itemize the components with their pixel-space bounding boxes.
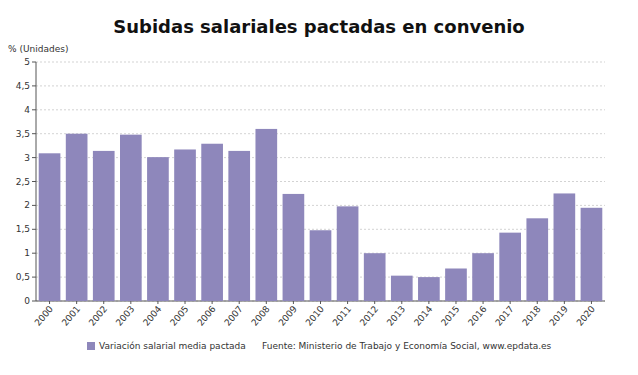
- x-tick: [293, 301, 294, 304]
- bar: [66, 134, 88, 301]
- x-tick: [76, 301, 77, 304]
- tick-mark: [32, 62, 36, 63]
- x-tick-label: 2003: [114, 304, 136, 328]
- x-tick-label: 2015: [439, 304, 461, 328]
- x-tick-label: 2009: [277, 304, 300, 328]
- x-tick: [428, 301, 429, 304]
- x-tick: [455, 301, 456, 304]
- x-tick-label: 2000: [33, 304, 56, 328]
- chart: Subidas salariales pactadas en convenio%…: [0, 0, 638, 375]
- x-tick-label: 2001: [60, 304, 82, 328]
- tick-mark: [32, 205, 36, 206]
- bar: [391, 276, 413, 301]
- legend-swatch: [87, 342, 95, 350]
- bar: [526, 218, 548, 301]
- tick-label: 3: [24, 153, 30, 163]
- title: Subidas salariales pactadas en convenio: [113, 16, 524, 37]
- grid-line: [36, 109, 605, 110]
- x-tick-label: 2016: [466, 304, 489, 328]
- bar: [337, 206, 359, 301]
- bar: [174, 149, 196, 301]
- x-tick: [564, 301, 565, 304]
- y-axis-label: % (Unidades): [8, 44, 68, 54]
- bar: [418, 277, 440, 301]
- x-tick-label: 2004: [141, 304, 164, 328]
- tick-mark: [32, 85, 36, 86]
- bar: [445, 268, 467, 301]
- x-tick-label: 2005: [168, 304, 190, 328]
- x-tick-label: 2018: [520, 304, 543, 328]
- x-tick: [537, 301, 538, 304]
- bar: [581, 208, 603, 301]
- bar: [499, 233, 521, 301]
- bar: [201, 144, 223, 301]
- tick-label: 5: [24, 57, 30, 67]
- tick-label: 1,5: [16, 224, 30, 234]
- tick-mark: [32, 277, 36, 278]
- background: [0, 0, 638, 375]
- bar: [364, 253, 386, 301]
- bar: [228, 151, 250, 301]
- tick-mark: [32, 181, 36, 182]
- x-tick-label: 2002: [87, 304, 109, 328]
- x-tick: [510, 301, 511, 304]
- tick-label: 4,5: [16, 81, 30, 91]
- x-tick: [591, 301, 592, 304]
- bars: [39, 129, 603, 301]
- grid-line: [36, 133, 605, 134]
- x-tick-label: 2007: [222, 304, 244, 328]
- x-tick: [212, 301, 213, 304]
- x-tick: [157, 301, 158, 304]
- tick-mark: [32, 109, 36, 110]
- x-tick: [266, 301, 267, 304]
- x-tick: [130, 301, 131, 304]
- bar: [255, 129, 277, 301]
- x-tick-label: 2013: [385, 304, 407, 328]
- x-tick: [103, 301, 104, 304]
- x-tick: [347, 301, 348, 304]
- tick-mark: [32, 301, 36, 302]
- x-tick-label: 2014: [412, 304, 435, 328]
- x-tick: [239, 301, 240, 304]
- tick-label: 2,5: [16, 177, 30, 187]
- bar: [472, 253, 494, 301]
- tick-mark: [32, 229, 36, 230]
- x-tick: [483, 301, 484, 304]
- bar: [120, 135, 142, 301]
- tick-label: 0,5: [16, 272, 30, 282]
- bar: [283, 194, 305, 301]
- tick-mark: [32, 133, 36, 134]
- tick-label: 3,5: [16, 129, 30, 139]
- x-tick-label: 2019: [548, 304, 571, 328]
- x-tick-label: 2020: [575, 304, 598, 328]
- y-axis: [36, 62, 37, 301]
- legend-label: Variación salarial media pactada: [99, 341, 246, 351]
- x-tick-label: 2011: [331, 304, 353, 328]
- tick-label: 4: [24, 105, 30, 115]
- tick-mark: [32, 253, 36, 254]
- x-tick-label: 2017: [493, 304, 515, 328]
- tick-mark: [32, 157, 36, 158]
- bar: [147, 157, 169, 301]
- x-tick-label: 2006: [195, 304, 218, 328]
- tick-label: 2: [24, 200, 30, 210]
- bar: [554, 193, 576, 301]
- grid-line: [36, 62, 605, 63]
- tick-label: 1: [24, 248, 30, 258]
- x-tick: [185, 301, 186, 304]
- x-tick: [49, 301, 50, 304]
- tick-label: 0: [24, 296, 30, 306]
- bar: [93, 151, 115, 301]
- x-tick-label: 2010: [304, 304, 327, 328]
- x-tick: [401, 301, 402, 304]
- x-tick: [320, 301, 321, 304]
- grid-line: [36, 85, 605, 86]
- source: Fuente: Ministerio de Trabajo y Economía…: [262, 341, 552, 351]
- x-tick-label: 2012: [358, 304, 380, 328]
- x-tick: [374, 301, 375, 304]
- x-tick-label: 2008: [249, 304, 272, 328]
- bar: [39, 153, 61, 301]
- bar: [310, 230, 332, 301]
